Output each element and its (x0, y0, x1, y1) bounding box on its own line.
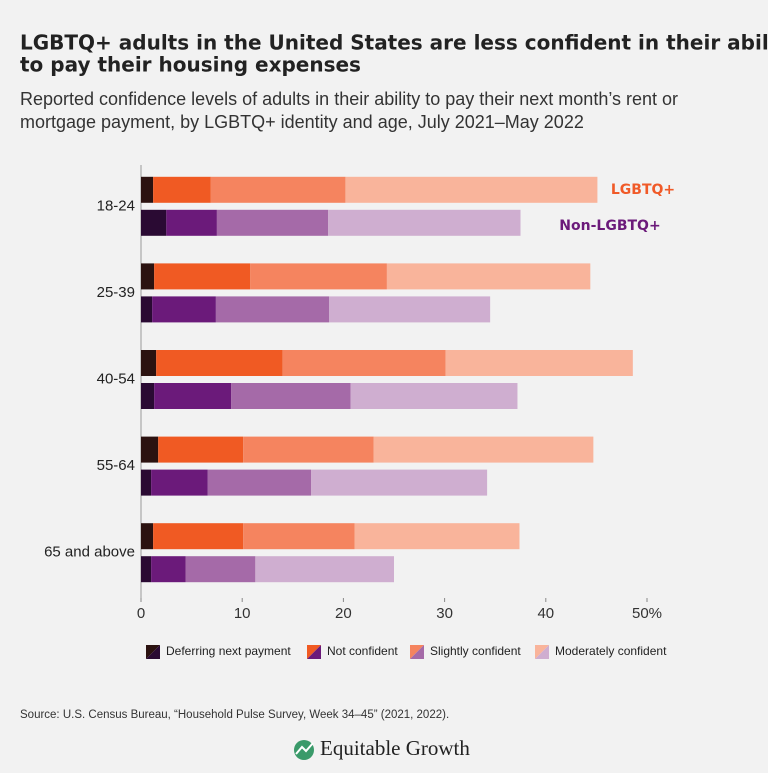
y-tick-label: 25-39 (97, 284, 135, 301)
bar-segment (345, 176, 598, 203)
bar-segment (156, 350, 283, 376)
bar-segment (282, 350, 446, 376)
bar-segment (151, 469, 208, 496)
bar-segment (153, 176, 211, 203)
group-label: Non-LGBTQ+ (559, 218, 660, 234)
bar-segment (329, 296, 491, 323)
bar-segment (328, 209, 521, 236)
logo-arrow (295, 742, 314, 755)
bar-segment (141, 383, 155, 409)
bar-segment (152, 296, 216, 323)
bar-segment (153, 523, 244, 550)
bar-segment (141, 263, 155, 290)
y-tick-label: 40-54 (97, 370, 135, 387)
bar-segment (386, 263, 591, 290)
x-tick-label: 0 (137, 605, 145, 622)
bar-segment (141, 209, 167, 236)
bar-segment (350, 383, 518, 409)
bar-segment (243, 523, 355, 550)
brand-logo: Equitable Growth (294, 736, 470, 760)
source: Source: U.S. Census Bureau, “Household P… (20, 709, 449, 721)
legend-swatch (410, 645, 424, 659)
bar-segment (311, 469, 488, 496)
bar-segment (231, 383, 351, 409)
bar-segment (354, 523, 520, 550)
bar-segment (141, 296, 153, 323)
legend-swatch (535, 645, 549, 659)
group-label: LGBTQ+ (611, 182, 675, 198)
bar-segment (158, 436, 244, 463)
bar-segment (141, 523, 154, 550)
x-tick-label: 20 (335, 605, 352, 622)
brand-name: Equitable Growth (320, 736, 470, 760)
legend-swatch (146, 645, 160, 659)
chart-title: to pay their housing expenses (20, 53, 361, 77)
bar-segment (141, 350, 157, 376)
bar-segment (445, 350, 633, 376)
x-tick-label: 40 (537, 605, 554, 622)
legend-label: Slightly confident (430, 644, 521, 658)
x-tick-label: 30 (436, 605, 453, 622)
legend-swatch (307, 645, 321, 659)
bar-segment (141, 176, 154, 203)
legend-label: Deferring next payment (166, 644, 291, 658)
bar-segment (255, 556, 394, 583)
legend-label: Not confident (327, 644, 398, 658)
bar-segment (207, 469, 312, 496)
bar-segment (243, 436, 374, 463)
bar-segment (215, 296, 330, 323)
x-tick-label: 50% (632, 605, 662, 622)
bar-segment (373, 436, 594, 463)
y-tick-label: 55-64 (97, 457, 135, 474)
chart-subtitle: mortgage payment, by LGBTQ+ identity and… (20, 112, 584, 132)
bar-segment (141, 436, 159, 463)
x-tick-label: 10 (234, 605, 251, 622)
bar-segment (154, 383, 232, 409)
bar-segment (166, 209, 217, 236)
chart-subtitle: Reported confidence levels of adults in … (20, 89, 678, 109)
bar-segment (185, 556, 256, 583)
bar-segment (151, 556, 186, 583)
bar-segment (154, 263, 251, 290)
bar-segment (250, 263, 387, 290)
bar-segment (141, 469, 152, 496)
bar-segment (210, 176, 346, 203)
chart-title: LGBTQ+ adults in the United States are l… (20, 31, 768, 55)
legend-label: Moderately confident (555, 644, 667, 658)
y-tick-label: 18-24 (97, 197, 135, 214)
y-tick-label: 65 and above (44, 544, 135, 561)
bar-segment (216, 209, 329, 236)
bar-segment (141, 556, 152, 583)
